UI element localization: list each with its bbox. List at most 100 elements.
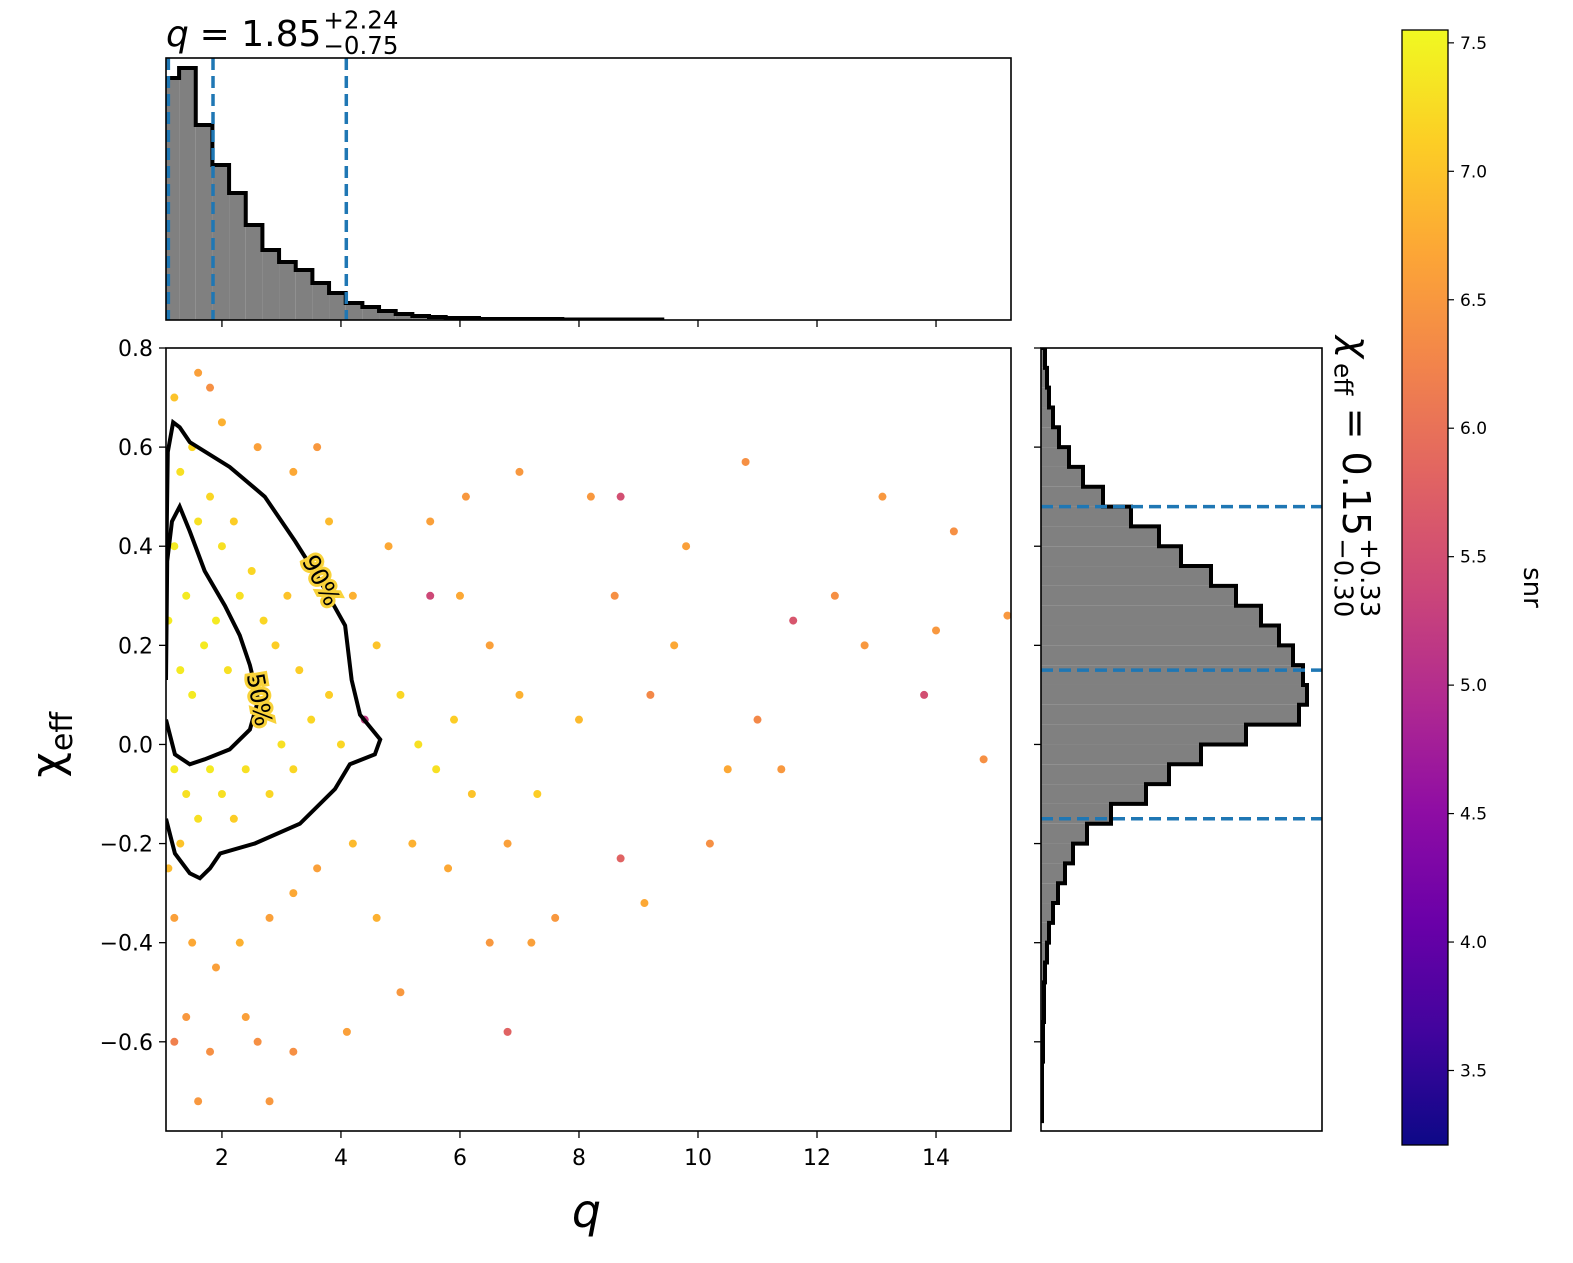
colorbar-tick-label: 7.5 (1460, 34, 1487, 54)
scatter-point (408, 839, 417, 848)
scatter-point (372, 641, 381, 650)
hist-bar (279, 262, 296, 320)
scatter-point (289, 467, 298, 476)
scatter-point (265, 913, 274, 922)
scatter-point (336, 740, 345, 749)
hist-bar (1041, 764, 1169, 785)
scatter-point (313, 443, 322, 452)
x-tick-label: 14 (922, 1146, 950, 1171)
hist-bar (262, 250, 280, 320)
x-axis-label: q (572, 1184, 601, 1238)
title-value: = 0.15 (1334, 408, 1378, 537)
scatter-point (348, 591, 357, 600)
contour-label: 90% (296, 550, 346, 610)
scatter-point (723, 765, 732, 774)
hist-bar (1041, 486, 1103, 507)
scatter-point (515, 690, 524, 699)
hist-outline (1041, 348, 1309, 1124)
scatter-point (313, 864, 322, 873)
scatter-point (860, 641, 869, 650)
scatter-point (426, 591, 435, 600)
scatter-point (170, 1037, 179, 1046)
colorbar-tick-label: 3.5 (1460, 1061, 1487, 1081)
title-symbol-sub: eff (1329, 363, 1358, 396)
colorbar-label: snr (1517, 567, 1547, 608)
y-label-symbol: χ (22, 752, 73, 777)
scatter-point (241, 1013, 250, 1022)
hist-bar (1041, 843, 1073, 864)
panel-title: χ eff = 0.15+0.33−0.30 (1328, 334, 1385, 617)
scatter-point (640, 899, 649, 908)
scatter-point (289, 889, 298, 898)
hist-bar (1041, 447, 1069, 467)
scatter-point (206, 765, 215, 774)
scatter-point (551, 913, 560, 922)
scatter-point (396, 988, 405, 997)
contour-line (166, 501, 261, 767)
scatter-point (217, 790, 226, 799)
colorbar-tick-label: 5.5 (1460, 548, 1487, 568)
scatter-point (878, 492, 887, 501)
scatter-point (235, 591, 244, 600)
scatter-point (527, 938, 536, 947)
scatter-point (271, 641, 280, 650)
hist-bar (1041, 823, 1087, 844)
scatter-point (211, 963, 220, 972)
scatter-point (194, 814, 203, 823)
scatter-point (277, 740, 286, 749)
hist-bar (1041, 903, 1053, 923)
scatter-point (289, 765, 298, 774)
scatter-point (348, 839, 357, 848)
scatter-point (384, 542, 393, 551)
hist-bar (1041, 803, 1111, 824)
scatter-point (206, 492, 215, 501)
y-tick-label: −0.4 (100, 932, 153, 957)
scatter-point (325, 517, 334, 526)
hist-bar (1041, 407, 1053, 428)
hist-bar (1041, 585, 1236, 606)
scatter-point (170, 765, 179, 774)
scatter-point (200, 641, 209, 650)
scatter-point (194, 368, 203, 377)
hist-bar (362, 307, 380, 320)
scatter-points (166, 368, 1011, 1106)
scatter-point (325, 690, 334, 699)
histogram (1041, 348, 1322, 1124)
scatter-point (979, 755, 988, 764)
colorbar-tick-label: 6.0 (1460, 419, 1487, 439)
title-symbol: χ (1334, 334, 1378, 360)
scatter-point (741, 457, 750, 466)
scatter-point (259, 616, 268, 625)
title-upper: +2.24 (323, 6, 398, 35)
scatter-point (295, 666, 304, 675)
scatter-point (182, 790, 191, 799)
scatter-point (253, 443, 262, 452)
hist-bar (179, 68, 196, 320)
scatter-point (432, 765, 441, 774)
hist-bar (229, 193, 246, 320)
hist-bar (1041, 684, 1307, 705)
x-tick-label: 8 (572, 1146, 586, 1171)
contour-label: 50% (241, 671, 278, 728)
panel-frame (1040, 347, 1323, 1132)
hist-bar (212, 165, 230, 320)
hist-bar (1041, 625, 1279, 646)
scatter-point (170, 913, 179, 922)
hist-bar (395, 314, 413, 320)
scatter-point (932, 626, 941, 635)
scatter-point (1003, 611, 1011, 620)
hist-bar (1041, 784, 1146, 804)
hist-bar (1041, 506, 1131, 527)
hist-bar (245, 225, 263, 320)
hist-bar (1041, 546, 1181, 567)
title-lower: −0.30 (1328, 538, 1358, 617)
scatter-point (485, 641, 494, 650)
hist-bar (1041, 605, 1261, 626)
hist-outline (166, 66, 665, 320)
hist-bar (1041, 387, 1049, 408)
contour-line (166, 418, 383, 881)
colorbar-tick-label: 7.0 (1460, 162, 1487, 182)
panel-frame (165, 57, 1012, 321)
scatter-point (194, 517, 203, 526)
